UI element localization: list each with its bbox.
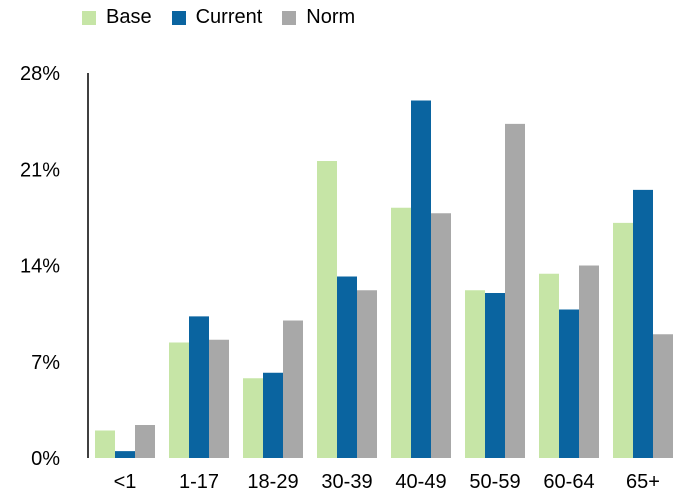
bar-norm-6	[579, 265, 599, 458]
bar-norm-3	[357, 290, 377, 458]
bar-current-2	[263, 372, 283, 458]
y-tick-labels: 0% 7% 14% 21% 28%	[20, 63, 60, 470]
bar-norm-2	[283, 320, 303, 458]
bar-base-6	[539, 273, 559, 458]
x-tick-label: 1-17	[179, 471, 219, 492]
bar-current-0	[115, 451, 135, 458]
legend-item-base: Base	[82, 6, 152, 29]
bar-base-3	[317, 161, 337, 458]
bar-current-5	[485, 293, 505, 458]
bar-base-2	[243, 378, 263, 458]
y-tick-label: 0%	[31, 448, 60, 470]
x-tick-labels: <1 1-17 18-29 30-39 40-49 50-59 60-64 65+	[114, 471, 660, 492]
bar-current-4	[411, 100, 431, 458]
y-tick-label: 14%	[20, 256, 60, 278]
bar-norm-5	[505, 123, 525, 458]
bar-base-5	[465, 290, 485, 458]
bar-base-0	[95, 430, 115, 458]
bar-current-6	[559, 309, 579, 458]
x-tick-label: 18-29	[247, 471, 298, 492]
bar-norm-1	[209, 339, 229, 458]
bar-base-1	[169, 342, 189, 458]
x-tick-label: 65+	[626, 471, 660, 492]
bars-group	[95, 100, 673, 458]
legend-item-norm: Norm	[282, 6, 355, 29]
x-tick-label: 30-39	[321, 471, 372, 492]
x-tick-label: 50-59	[469, 471, 520, 492]
bar-current-3	[337, 276, 357, 458]
bar-base-7	[613, 222, 633, 458]
y-tick-label: 7%	[31, 352, 60, 374]
bar-current-7	[633, 189, 653, 458]
legend-label-base: Base	[106, 6, 152, 28]
chart-legend: Base Current Norm	[82, 6, 355, 29]
y-tick-label: 21%	[20, 159, 60, 181]
bar-current-1	[189, 316, 209, 458]
bar-base-4	[391, 207, 411, 458]
legend-swatch-base	[82, 10, 96, 25]
legend-label-current: Current	[195, 6, 263, 28]
bar-norm-0	[135, 425, 155, 458]
legend-swatch-norm	[282, 10, 297, 25]
y-tick-label: 28%	[20, 63, 60, 85]
bar-norm-4	[431, 213, 451, 458]
x-tick-label: <1	[114, 471, 137, 492]
legend-label-norm: Norm	[306, 6, 356, 28]
bar-norm-7	[653, 334, 673, 458]
legend-item-current: Current	[171, 6, 263, 29]
legend-swatch-current	[171, 10, 186, 25]
x-tick-label: 40-49	[395, 471, 446, 492]
x-tick-label: 60-64	[543, 471, 594, 492]
